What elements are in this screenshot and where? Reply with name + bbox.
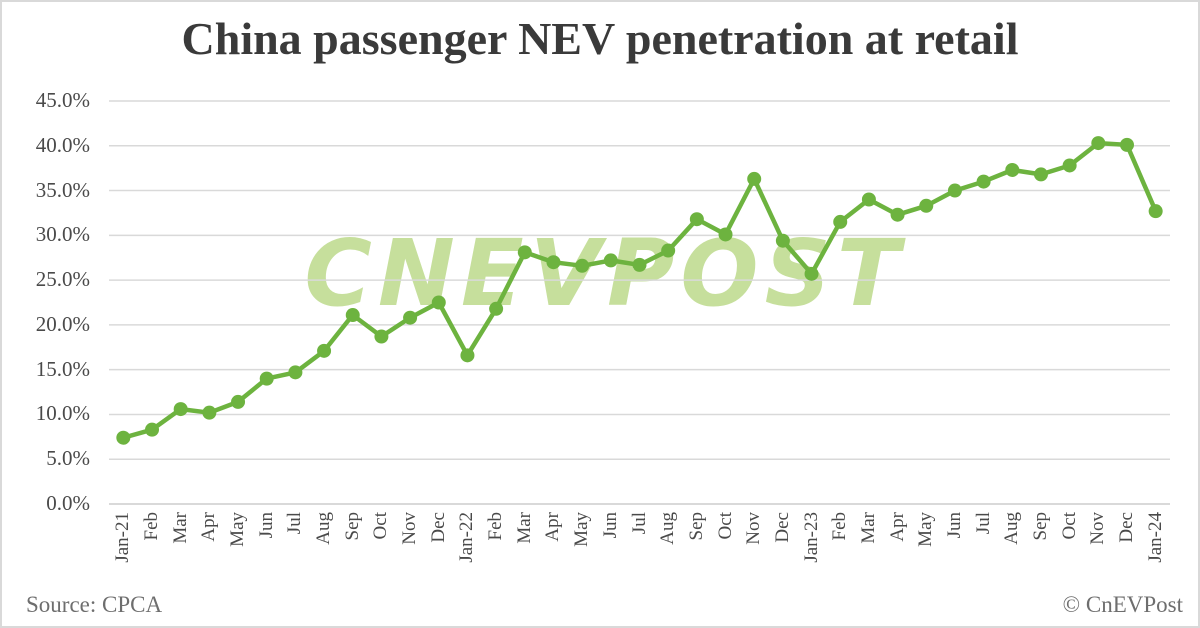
data-point xyxy=(775,233,790,248)
data-point xyxy=(116,430,131,445)
x-tick-label: Apr xyxy=(886,512,908,542)
data-point xyxy=(947,183,962,198)
data-point xyxy=(374,329,389,344)
data-point xyxy=(603,253,618,268)
data-point xyxy=(431,295,446,310)
data-point xyxy=(575,258,590,273)
x-tick-label: Apr xyxy=(198,512,220,542)
data-point xyxy=(976,174,991,189)
y-tick-label: 45.0% xyxy=(35,88,90,112)
y-tick-label: 15.0% xyxy=(35,356,90,381)
series-line xyxy=(122,140,1158,440)
x-tick-label: Jun xyxy=(599,512,621,539)
x-tick-label: Oct xyxy=(714,512,736,540)
data-point xyxy=(345,308,360,323)
data-point xyxy=(1091,136,1106,151)
data-point xyxy=(546,255,561,270)
source-label: Source: CPCA xyxy=(26,592,163,617)
x-tick-label: Jan-21 xyxy=(112,512,134,563)
x-tick-label: Jul xyxy=(284,512,306,535)
x-tick-label: Aug xyxy=(1001,512,1023,545)
data-point xyxy=(403,310,418,325)
x-tick-label: Jun xyxy=(255,512,277,539)
x-tick-label: Sep xyxy=(1029,512,1051,541)
x-tick-label: Dec xyxy=(427,512,449,543)
data-point xyxy=(517,245,532,260)
copyright-label: © CnEVPost xyxy=(1062,592,1183,617)
x-tick-label: Dec xyxy=(771,512,793,543)
data-point xyxy=(489,301,504,316)
x-tick-label: Jul xyxy=(972,512,994,535)
y-tick-label: 40.0% xyxy=(35,132,90,157)
data-point xyxy=(173,402,188,417)
y-tick-label: 25.0% xyxy=(35,267,90,292)
x-tick-label: Mar xyxy=(857,512,879,544)
data-point xyxy=(833,214,848,229)
x-tick-label: Aug xyxy=(657,512,679,545)
chart-title: China passenger NEV penetration at retai… xyxy=(181,13,1019,64)
x-tick-label: Jul xyxy=(628,512,650,535)
data-point xyxy=(632,257,647,272)
x-tick-label: Jan-23 xyxy=(800,512,822,563)
x-tick-label: Jan-24 xyxy=(1144,512,1166,563)
y-tick-label: 10.0% xyxy=(35,401,90,426)
data-point xyxy=(259,371,274,386)
x-tick-label: Feb xyxy=(829,512,851,541)
x-tick-label: Sep xyxy=(685,512,707,541)
y-tick-label: 0.0% xyxy=(46,491,90,515)
data-point xyxy=(861,192,876,207)
data-point xyxy=(317,343,332,358)
watermark-logo: CNEVPOST xyxy=(304,220,906,327)
data-point xyxy=(804,266,819,281)
x-tick-label: Sep xyxy=(341,512,363,541)
y-tick-label: 30.0% xyxy=(35,222,90,247)
data-point xyxy=(1148,204,1163,219)
data-point xyxy=(919,198,934,213)
x-tick-label: May xyxy=(571,512,593,547)
x-tick-label: Nov xyxy=(399,512,421,545)
x-tick-label: Feb xyxy=(141,512,162,541)
data-point xyxy=(145,422,160,437)
x-tick-label: Nov xyxy=(743,512,765,545)
data-point xyxy=(1119,137,1134,152)
x-tick-label: Oct xyxy=(370,512,392,540)
data-point xyxy=(689,212,704,227)
data-point xyxy=(747,171,762,186)
data-point xyxy=(718,227,733,242)
data-point xyxy=(1062,158,1077,173)
y-tick-label: 5.0% xyxy=(46,446,90,471)
y-tick-label: 35.0% xyxy=(35,177,90,202)
data-point xyxy=(460,348,475,363)
data-point xyxy=(231,394,246,409)
x-tick-label: Nov xyxy=(1087,512,1109,545)
x-tick-label: Feb xyxy=(485,512,507,541)
data-point xyxy=(661,243,676,258)
x-tick-label: May xyxy=(227,512,249,547)
data-point xyxy=(288,365,303,380)
x-tick-label: Dec xyxy=(1115,512,1137,543)
x-tick-label: Apr xyxy=(542,512,564,542)
x-tick-label: Mar xyxy=(169,512,191,544)
x-tick-label: Aug xyxy=(313,512,335,545)
x-tick-label: Jun xyxy=(943,512,965,539)
x-tick-label: Jan-22 xyxy=(456,512,478,563)
data-point xyxy=(1033,167,1048,182)
x-tick-label: Oct xyxy=(1058,512,1080,540)
y-tick-label: 20.0% xyxy=(35,311,90,336)
data-point xyxy=(202,405,217,420)
data-point xyxy=(1005,162,1020,177)
x-tick-label: Mar xyxy=(513,512,535,544)
data-point xyxy=(890,207,905,222)
x-tick-label: May xyxy=(915,512,937,547)
